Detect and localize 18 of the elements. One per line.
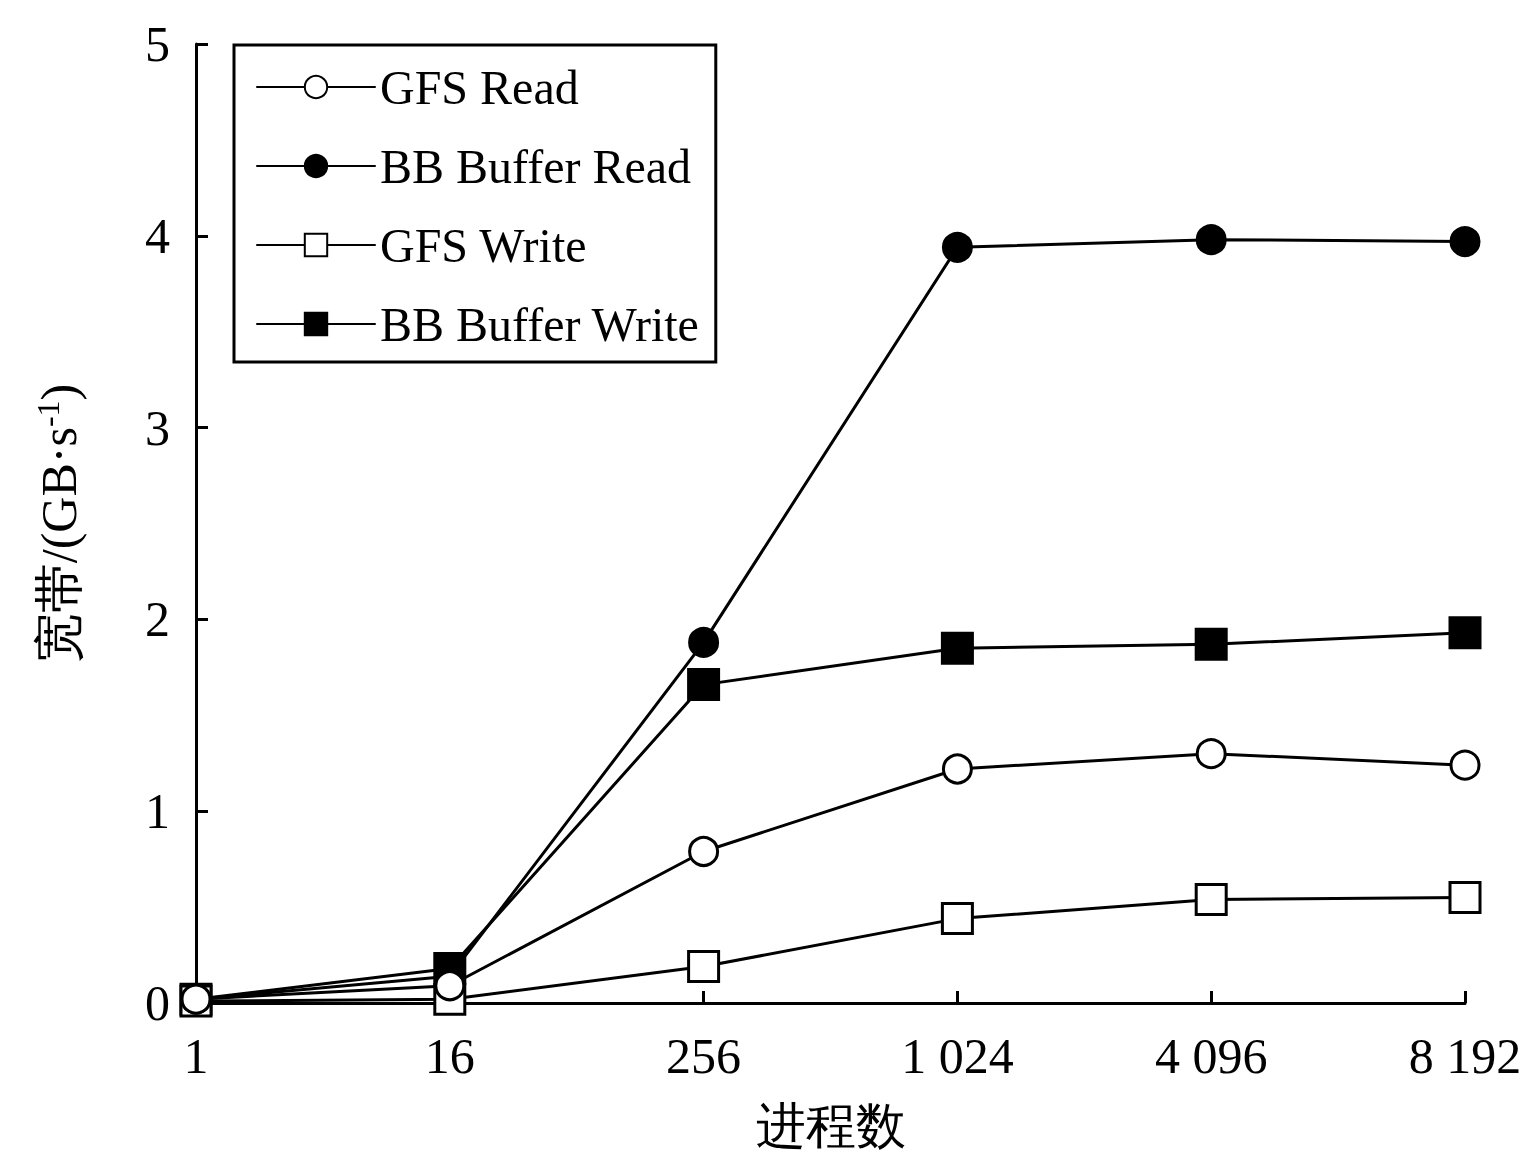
legend-label: GFS Write — [380, 218, 587, 272]
y-tick-label: 2 — [145, 591, 170, 648]
y-tick-label: 0 — [145, 975, 170, 1031]
x-tick-label: 1 — [183, 1028, 209, 1084]
legend-label: BB Buffer Write — [380, 297, 699, 351]
x-tick-label: 1 024 — [901, 1028, 1014, 1084]
x-tick-label: 8 192 — [1408, 1028, 1522, 1084]
legend-label: GFS Read — [380, 60, 579, 114]
x-axis-title: 进程数 — [755, 1098, 906, 1154]
y-axis-title: 宽带/(GB·s-1) — [30, 383, 87, 664]
x-tick-label: 16 — [424, 1028, 475, 1084]
y-tick-label: 4 — [145, 207, 170, 264]
x-tick-label: 256 — [666, 1028, 742, 1084]
y-tick-label: 3 — [145, 399, 170, 456]
y-tick-label: 1 — [145, 783, 170, 840]
x-tick-label: 4 096 — [1154, 1028, 1268, 1084]
y-tick-label: 5 — [145, 16, 170, 72]
legend-label: BB Buffer Read — [380, 139, 692, 193]
